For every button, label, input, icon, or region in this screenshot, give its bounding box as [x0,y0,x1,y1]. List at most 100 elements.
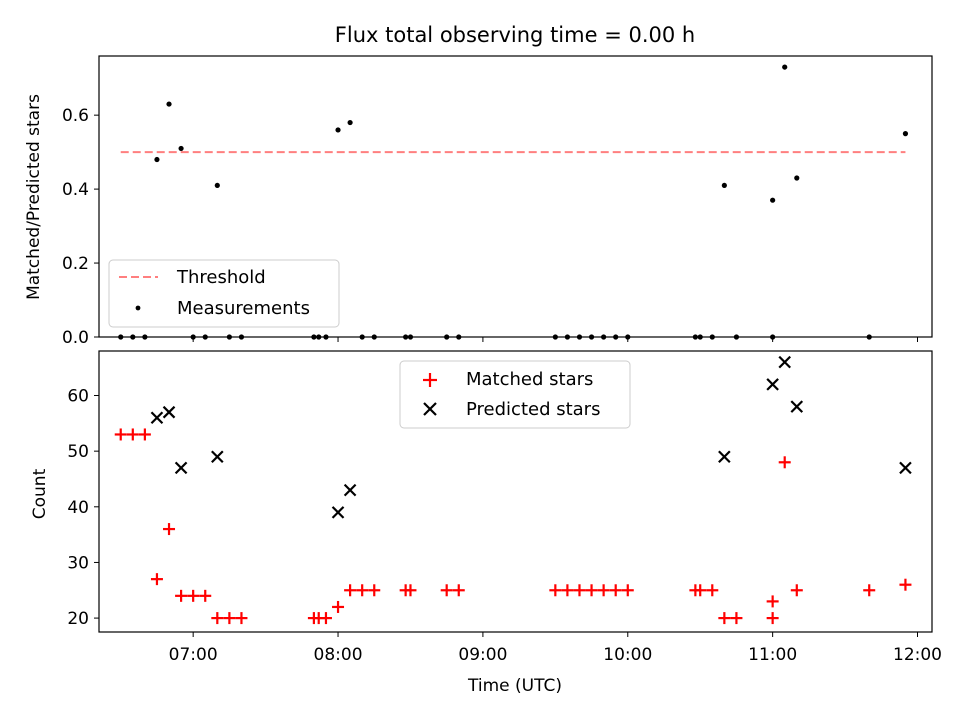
measurement-point [214,182,220,189]
matched-star-point [344,584,357,597]
matched-star-point [138,428,151,441]
measurement-point [166,101,172,107]
ratio-legend: Threshold Measurements [108,259,340,328]
measurement-point [770,197,776,203]
matched-star-point [706,584,719,597]
count-y-ticks: 20 30 40 50 60 [67,387,99,629]
ratio-legend-box [108,259,340,328]
matched-star-point [452,584,465,597]
measurement-point [721,182,727,189]
measurement-point [902,131,909,137]
predicted-star-stroke-b [778,355,791,369]
ratio-y-axis-label: Matched/Predicted stars [24,94,44,300]
matched-star-point [585,584,598,597]
measurement-point [154,156,160,163]
matched-star-point [597,584,610,597]
matched-star-point [368,584,381,597]
matched-star-point [718,612,731,625]
matched-legend-swatch [423,373,437,387]
matched-star-point [211,612,224,625]
matched-star-point [730,612,743,625]
matched-star-point [404,584,417,597]
matched-star-point [778,456,791,469]
matched-star-point [114,428,127,441]
matched-legend-label: Matched stars [466,369,593,390]
ratio-y-ticks: 0.0 0.2 0.4 0.6 [62,106,99,348]
predicted-star-point [790,400,804,413]
count-x-tick-label: 07:00 [169,645,218,665]
predicted-star-stroke-b [150,411,164,425]
predicted-star-point [174,461,188,475]
matched-star-point [766,612,779,625]
count-y-tick-label: 30 [67,553,89,573]
matched-star-point [561,584,574,597]
predicted-star-stroke-b [162,405,176,419]
ratio-y-tick-label: 0.4 [62,180,89,200]
count-marks [114,355,912,625]
matched-star-point [126,428,139,441]
matched-star-point [573,584,586,597]
count-legend-box [399,360,631,429]
matched-star-point [790,584,803,597]
matched-star-point [440,584,453,597]
measurements-legend-swatch [135,305,141,311]
ratio-plot-frame [98,55,933,338]
count-x-ticks: 07:00 08:00 09:00 10:00 11:00 12:00 [169,632,942,665]
matched-star-point [609,584,622,597]
ratio-y-tick-label: 0.2 [62,254,89,274]
measurement-point [178,145,184,152]
matched-star-point [356,584,369,597]
predicted-star-stroke-b [174,461,188,475]
count-y-tick-label: 50 [67,442,89,462]
predicted-star-point [150,411,164,425]
predicted-star-point [766,378,779,391]
matched-star-point [235,612,248,625]
measurement-point [782,64,788,70]
predicted-star-point [778,355,791,369]
matched-star-point [175,589,188,602]
count-y-tick-label: 40 [67,498,89,518]
ratio-x-ticks [192,337,919,342]
matched-star-point [766,595,779,608]
measurement-point [335,127,341,133]
count-x-tick-label: 08:00 [314,645,363,665]
predicted-star-point [343,483,357,497]
matched-star-point [549,584,562,597]
count-y-tick-label: 60 [67,387,89,407]
predicted-star-stroke-b [211,450,224,464]
count-y-tick-label: 20 [67,609,89,629]
count-x-tick-label: 09:00 [458,645,507,665]
count-x-tick-label: 11:00 [748,645,797,665]
ratio-y-tick-label: 0.6 [62,106,89,126]
chart-title: Flux total observing time = 0.00 h [335,23,695,47]
predicted-star-stroke-b [899,461,912,475]
matched-star-point [150,573,163,586]
matched-star-point [319,612,332,625]
predicted-star-stroke-b [718,450,731,464]
measurement-point [794,175,800,181]
predicted-star-point [331,506,345,519]
matched-star-point [899,578,912,591]
matched-star-point [187,589,200,602]
matched-star-point [621,584,634,597]
measurements-legend-label: Measurements [177,298,310,319]
matched-star-point [332,600,345,613]
predicted-star-point [211,450,224,464]
measurement-point [347,119,353,126]
matched-star-point [199,589,212,602]
predicted-legend-swatch [423,402,437,416]
ratio-panel: Flux total observing time = 0.00 h 0.00.… [24,23,933,348]
predicted-legend-label: Predicted stars [466,399,600,420]
matched-star-point [694,584,707,597]
threshold-legend-label: Threshold [176,267,266,288]
ratio-y-tick-label: 0.0 [62,328,89,348]
matched-star-point [223,612,236,625]
count-y-axis-label: Count [30,468,50,519]
matched-star-point [863,584,876,597]
predicted-star-point [899,461,912,475]
predicted-star-stroke-b [766,378,779,391]
predicted-star-point [162,405,176,419]
count-legend: Matched stars Predicted stars [399,360,631,429]
predicted-star-stroke-b [343,483,357,497]
